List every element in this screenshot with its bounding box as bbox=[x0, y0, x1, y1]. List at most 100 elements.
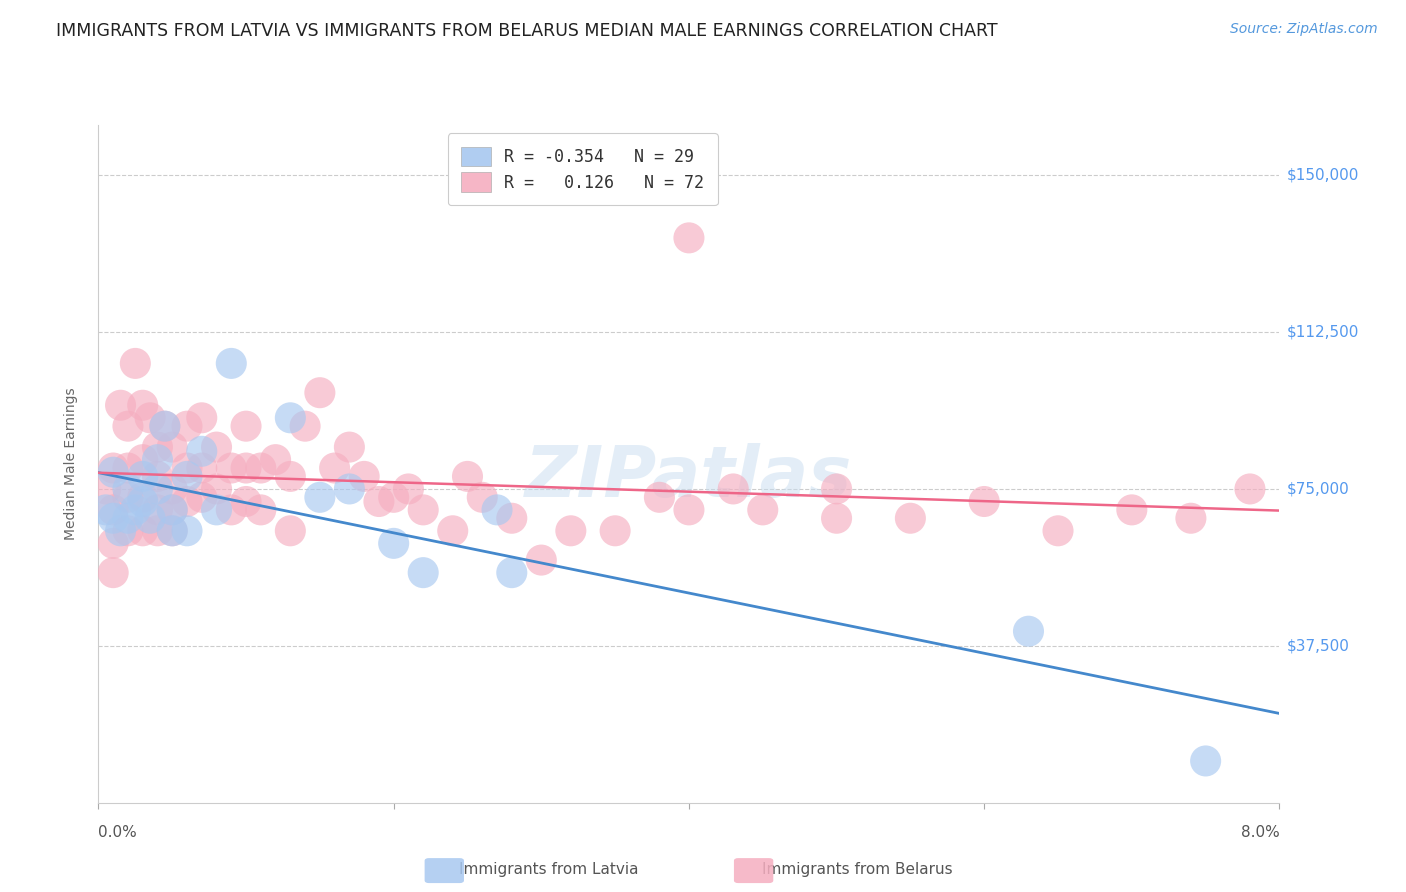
Point bbox=[153, 419, 176, 434]
Point bbox=[132, 398, 155, 412]
Point bbox=[1239, 482, 1261, 496]
Point bbox=[412, 503, 434, 517]
Point bbox=[117, 491, 139, 505]
Point bbox=[162, 503, 183, 517]
Point bbox=[205, 503, 228, 517]
Point bbox=[441, 524, 464, 538]
Point bbox=[191, 410, 214, 425]
Point bbox=[124, 503, 146, 517]
Point bbox=[235, 461, 257, 475]
Point bbox=[501, 511, 523, 525]
Point bbox=[205, 482, 228, 496]
Point bbox=[825, 482, 848, 496]
Point bbox=[219, 356, 242, 370]
Point bbox=[117, 461, 139, 475]
Point bbox=[294, 419, 316, 434]
Point bbox=[323, 461, 346, 475]
Point bbox=[146, 452, 169, 467]
Point bbox=[219, 503, 242, 517]
Point bbox=[264, 452, 287, 467]
Point bbox=[191, 491, 214, 505]
Point bbox=[176, 461, 198, 475]
Point bbox=[132, 452, 155, 467]
Point bbox=[94, 482, 117, 496]
Text: $75,000: $75,000 bbox=[1286, 482, 1350, 497]
Point bbox=[176, 524, 198, 538]
Point bbox=[471, 491, 494, 505]
Text: $112,500: $112,500 bbox=[1286, 325, 1358, 340]
Point bbox=[721, 482, 744, 496]
Point bbox=[1180, 511, 1202, 525]
Point bbox=[110, 398, 132, 412]
Point bbox=[560, 524, 582, 538]
Point bbox=[103, 536, 124, 550]
Point bbox=[146, 440, 169, 454]
Text: Immigrants from Latvia: Immigrants from Latvia bbox=[458, 863, 638, 877]
Point bbox=[103, 465, 124, 479]
Point bbox=[117, 511, 139, 525]
Point bbox=[751, 503, 773, 517]
Text: $150,000: $150,000 bbox=[1286, 168, 1358, 183]
Point bbox=[1017, 624, 1039, 639]
Point bbox=[153, 419, 176, 434]
Point bbox=[412, 566, 434, 580]
Point bbox=[235, 494, 257, 508]
Point bbox=[176, 419, 198, 434]
Point bbox=[501, 566, 523, 580]
Point bbox=[250, 461, 273, 475]
Point bbox=[162, 524, 183, 538]
Point bbox=[94, 503, 117, 517]
Point bbox=[162, 440, 183, 454]
Text: 0.0%: 0.0% bbox=[98, 825, 138, 840]
Point bbox=[678, 503, 700, 517]
Point bbox=[103, 461, 124, 475]
Point bbox=[250, 503, 273, 517]
Point bbox=[132, 524, 155, 538]
Point bbox=[382, 491, 405, 505]
Point bbox=[1194, 754, 1216, 768]
Point bbox=[132, 494, 155, 508]
Point bbox=[235, 419, 257, 434]
Point bbox=[678, 231, 700, 245]
Y-axis label: Median Male Earnings: Median Male Earnings bbox=[63, 387, 77, 541]
Point bbox=[898, 511, 921, 525]
Point bbox=[176, 469, 198, 483]
Text: $37,500: $37,500 bbox=[1286, 639, 1350, 653]
Point bbox=[308, 491, 332, 505]
Point bbox=[382, 536, 405, 550]
Point bbox=[825, 511, 848, 525]
Point bbox=[219, 461, 242, 475]
Point bbox=[308, 385, 332, 400]
Point bbox=[139, 410, 162, 425]
Point bbox=[146, 524, 169, 538]
Point bbox=[191, 444, 214, 458]
Point bbox=[117, 524, 139, 538]
Legend: R = -0.354   N = 29, R =   0.126   N = 72: R = -0.354 N = 29, R = 0.126 N = 72 bbox=[447, 133, 717, 205]
Point bbox=[124, 356, 146, 370]
Point bbox=[205, 440, 228, 454]
Point bbox=[353, 469, 375, 483]
Text: ZIPatlas: ZIPatlas bbox=[526, 443, 852, 512]
Point bbox=[162, 503, 183, 517]
Point bbox=[132, 469, 155, 483]
Point bbox=[103, 511, 124, 525]
Point bbox=[396, 482, 419, 496]
Point bbox=[146, 503, 169, 517]
Point bbox=[146, 482, 169, 496]
Point bbox=[103, 503, 124, 517]
Point bbox=[278, 410, 301, 425]
Point bbox=[337, 440, 360, 454]
Point bbox=[648, 491, 671, 505]
Point bbox=[191, 461, 214, 475]
Text: IMMIGRANTS FROM LATVIA VS IMMIGRANTS FROM BELARUS MEDIAN MALE EARNINGS CORRELATI: IMMIGRANTS FROM LATVIA VS IMMIGRANTS FRO… bbox=[56, 22, 998, 40]
Point bbox=[530, 553, 553, 567]
Point bbox=[337, 482, 360, 496]
Text: 8.0%: 8.0% bbox=[1240, 825, 1279, 840]
Point bbox=[146, 469, 169, 483]
Point bbox=[605, 524, 627, 538]
Point bbox=[103, 566, 124, 580]
Point bbox=[485, 503, 508, 517]
Text: Immigrants from Belarus: Immigrants from Belarus bbox=[762, 863, 953, 877]
Point bbox=[162, 524, 183, 538]
Point bbox=[117, 419, 139, 434]
